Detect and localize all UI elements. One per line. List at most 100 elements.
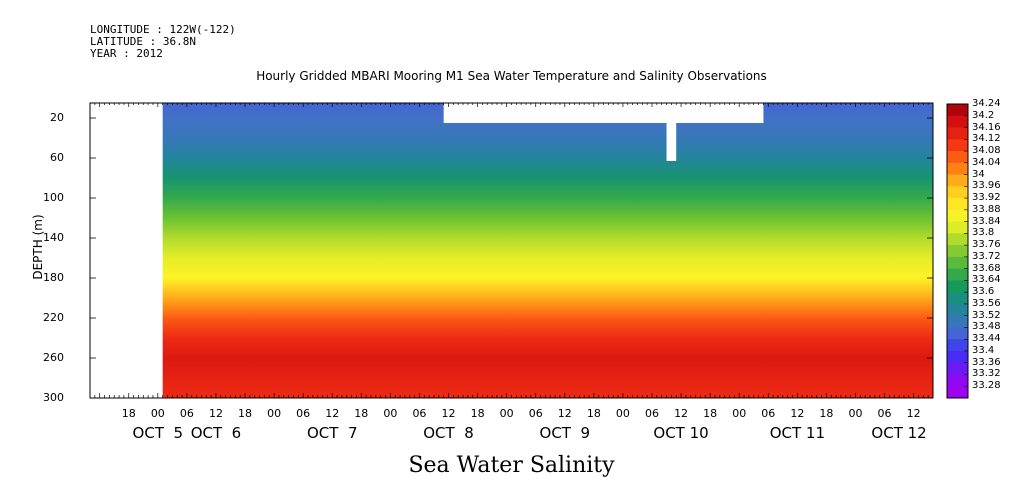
x-tick-label: 06 bbox=[412, 407, 427, 420]
colorbar-cell bbox=[947, 256, 968, 270]
colorbar-cell bbox=[947, 174, 968, 187]
colorbar-label: 33.52 bbox=[972, 309, 1001, 321]
x-tick-label: 18 bbox=[121, 407, 136, 420]
y-tick-label: 20 bbox=[50, 111, 64, 124]
x-tick-label: 18 bbox=[354, 407, 369, 420]
colorbar-cell bbox=[947, 362, 968, 375]
x-tick-label: 12 bbox=[441, 407, 456, 420]
colorbar-label: 33.84 bbox=[972, 215, 1001, 227]
colorbar-cell bbox=[947, 303, 968, 317]
x-tick-label: 06 bbox=[296, 407, 311, 420]
colorbar-label: 33.36 bbox=[972, 356, 1001, 368]
y-tick-label: 220 bbox=[43, 311, 64, 324]
colorbar-label: 34.2 bbox=[972, 109, 995, 121]
x-tick-label: 18 bbox=[238, 407, 253, 420]
colorbar-label: 33.8 bbox=[972, 227, 995, 239]
colorbar-label: 34.04 bbox=[972, 156, 1001, 168]
colorbar-cell bbox=[947, 374, 968, 387]
colorbar-cell bbox=[947, 162, 968, 176]
x-tick-label: 12 bbox=[906, 407, 921, 420]
y-tick-label: 260 bbox=[43, 351, 64, 364]
longitude-label: LONGITUDE : 122W(-122) bbox=[90, 23, 236, 36]
colorbar-cell bbox=[947, 115, 968, 129]
x-tick-label: 12 bbox=[557, 407, 572, 420]
x-date-label: OCT 11 bbox=[769, 424, 825, 442]
x-tick-label: 18 bbox=[470, 407, 485, 420]
colorbar-label: 33.48 bbox=[972, 321, 1001, 333]
colorbar-cell bbox=[947, 315, 968, 328]
x-tick-label: 12 bbox=[325, 407, 340, 420]
x-tick-label: 00 bbox=[732, 407, 747, 420]
chart-title: Hourly Gridded MBARI Mooring M1 Sea Wate… bbox=[256, 69, 767, 83]
colorbar-cell bbox=[947, 245, 968, 258]
y-tick-label: 60 bbox=[50, 151, 64, 164]
x-tick-label: 00 bbox=[267, 407, 282, 420]
x-tick-label: 12 bbox=[790, 407, 805, 420]
colorbar-label: 34 bbox=[972, 168, 985, 180]
x-date-label: OCT 6 bbox=[190, 424, 242, 442]
missing-data-gap bbox=[443, 103, 764, 123]
x-date-label: OCT 7 bbox=[306, 424, 358, 442]
x-tick-label: 06 bbox=[645, 407, 659, 420]
chart-subtitle: Sea Water Salinity bbox=[408, 453, 615, 478]
salinity-field bbox=[162, 103, 933, 398]
colorbar-label: 33.92 bbox=[972, 192, 1001, 204]
year-label: YEAR : 2012 bbox=[90, 47, 163, 60]
colorbar-label: 34.24 bbox=[972, 98, 1001, 109]
colorbar-label: 33.88 bbox=[972, 203, 1001, 215]
colorbar-cell bbox=[947, 209, 968, 223]
y-tick-label: 180 bbox=[43, 271, 64, 284]
x-tick-label: 06 bbox=[877, 407, 892, 420]
colorbar-frame bbox=[946, 103, 969, 399]
x-tick-label: 06 bbox=[528, 407, 543, 420]
x-tick-label: 00 bbox=[848, 407, 863, 420]
x-tick-label: 18 bbox=[703, 407, 718, 420]
colorbar-cell bbox=[947, 386, 968, 399]
x-date-label: OCT 8 bbox=[423, 424, 474, 442]
colorbar-label: 34.12 bbox=[972, 133, 1001, 145]
colorbar-cell bbox=[947, 186, 968, 199]
x-date-label: OCT 5 bbox=[132, 424, 184, 442]
colorbar-label: 33.6 bbox=[972, 286, 995, 298]
colorbar-label: 33.64 bbox=[972, 274, 1001, 286]
colorbar-cell bbox=[947, 221, 968, 234]
y-tick-label: 300 bbox=[43, 391, 64, 404]
colorbar-cell bbox=[947, 327, 968, 340]
colorbar-label: 33.56 bbox=[972, 297, 1001, 309]
x-tick-label: 00 bbox=[383, 407, 398, 420]
colorbar-cell bbox=[947, 127, 968, 140]
x-tick-label: 00 bbox=[150, 407, 165, 420]
x-tick-label: 12 bbox=[208, 407, 223, 420]
colorbar-cell bbox=[947, 268, 968, 281]
colorbar-cell bbox=[947, 280, 968, 293]
colorbar-label: 33.68 bbox=[972, 262, 1001, 274]
x-date-label: OCT 10 bbox=[653, 424, 709, 442]
x-tick-label: 12 bbox=[674, 407, 689, 420]
colorbar-cell bbox=[947, 104, 968, 117]
colorbar-label: 33.76 bbox=[972, 239, 1001, 251]
colorbar-label: 33.72 bbox=[972, 250, 1001, 262]
colorbar-cell bbox=[947, 350, 968, 364]
x-tick-label: 00 bbox=[615, 407, 630, 420]
x-tick-label: 06 bbox=[179, 407, 194, 420]
colorbar-label: 33.4 bbox=[972, 344, 995, 356]
x-date-label: OCT 9 bbox=[539, 424, 591, 442]
colorbar-cell bbox=[947, 139, 968, 152]
x-date-label: OCT 12 bbox=[871, 424, 927, 442]
latitude-label: LATITUDE : 36.8N bbox=[90, 35, 196, 48]
colorbar-label: 33.32 bbox=[972, 368, 1001, 380]
y-tick-label: 140 bbox=[43, 231, 64, 244]
colorbar-cell bbox=[947, 151, 968, 164]
colorbar-label: 33.28 bbox=[972, 380, 1001, 392]
y-tick-label: 100 bbox=[43, 191, 64, 204]
colorbar-cell bbox=[947, 339, 968, 352]
missing-data-gap bbox=[666, 123, 677, 161]
x-tick-label: 06 bbox=[761, 407, 776, 420]
x-tick-label: 00 bbox=[499, 407, 514, 420]
colorbar-label: 34.08 bbox=[972, 145, 1001, 157]
colorbar-cell bbox=[947, 292, 968, 305]
colorbar-label: 34.16 bbox=[972, 121, 1001, 133]
colorbar-cell bbox=[947, 233, 968, 246]
colorbar-cell bbox=[947, 198, 968, 211]
